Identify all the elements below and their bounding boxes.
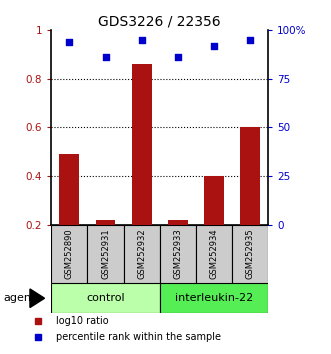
Text: log10 ratio: log10 ratio bbox=[56, 316, 109, 326]
Text: GSM252890: GSM252890 bbox=[65, 229, 74, 279]
Title: GDS3226 / 22356: GDS3226 / 22356 bbox=[98, 15, 221, 29]
Bar bbox=[60, 154, 79, 225]
Bar bbox=[160, 225, 196, 283]
Text: GSM252934: GSM252934 bbox=[210, 229, 218, 279]
Text: percentile rank within the sample: percentile rank within the sample bbox=[56, 332, 221, 342]
Bar bbox=[87, 225, 123, 283]
Bar bbox=[196, 225, 232, 283]
Text: GSM252932: GSM252932 bbox=[137, 229, 146, 279]
Text: control: control bbox=[86, 293, 125, 303]
Point bbox=[103, 55, 108, 60]
Bar bbox=[204, 176, 224, 225]
Text: GSM252933: GSM252933 bbox=[173, 229, 182, 279]
Bar bbox=[232, 225, 268, 283]
Point bbox=[175, 55, 180, 60]
Point bbox=[139, 37, 144, 42]
Bar bbox=[51, 225, 87, 283]
Bar bbox=[96, 220, 116, 225]
Text: GSM252935: GSM252935 bbox=[246, 229, 255, 279]
Text: agent: agent bbox=[3, 293, 36, 303]
Bar bbox=[123, 225, 160, 283]
Text: GSM252931: GSM252931 bbox=[101, 229, 110, 279]
Text: interleukin-22: interleukin-22 bbox=[175, 293, 253, 303]
Point bbox=[211, 43, 216, 48]
Point bbox=[67, 39, 72, 45]
Bar bbox=[132, 64, 152, 225]
Point bbox=[247, 37, 253, 42]
Bar bbox=[240, 127, 260, 225]
Bar bbox=[160, 283, 268, 313]
Bar bbox=[51, 283, 160, 313]
Bar bbox=[168, 220, 188, 225]
Polygon shape bbox=[30, 289, 45, 308]
